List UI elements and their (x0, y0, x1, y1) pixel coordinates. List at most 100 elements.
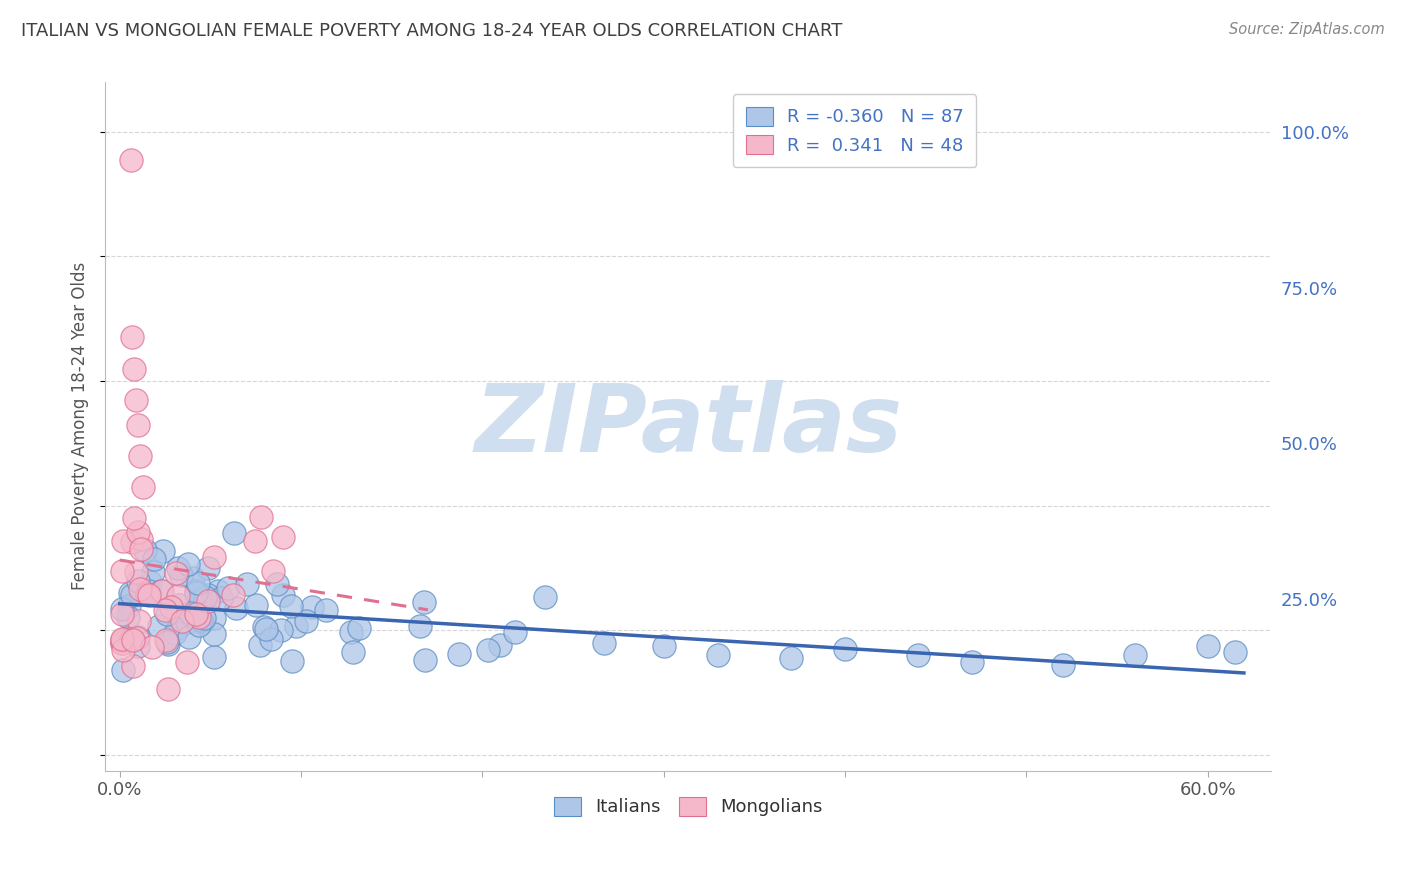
Point (127, 417, 149, 432)
Point (186, 586, 208, 600)
Point (193, 611, 215, 625)
Point (149, 584, 172, 599)
Point (122, 361, 145, 376)
Point (222, 526, 245, 541)
Text: ITALIAN VS MONGOLIAN FEMALE POVERTY AMONG 18-24 YEAR OLDS CORRELATION CHART: ITALIAN VS MONGOLIAN FEMALE POVERTY AMON… (21, 22, 842, 40)
Point (142, 551, 165, 566)
Point (110, 632, 132, 646)
Point (127, 524, 149, 539)
Point (122, 511, 145, 525)
Point (181, 571, 204, 585)
Point (187, 618, 209, 632)
Point (170, 614, 193, 628)
Point (134, 543, 156, 558)
Point (253, 620, 276, 634)
Point (202, 611, 225, 625)
Point (139, 574, 162, 589)
Point (127, 630, 149, 644)
Point (148, 618, 170, 632)
Point (121, 588, 143, 602)
Point (280, 599, 302, 614)
Point (342, 645, 364, 659)
Point (271, 589, 294, 603)
Point (409, 619, 432, 633)
Point (127, 631, 149, 645)
Point (187, 576, 209, 591)
Point (118, 599, 141, 614)
Point (153, 603, 176, 617)
Point (118, 586, 141, 600)
Point (127, 574, 149, 588)
Point (202, 627, 225, 641)
Point (122, 659, 145, 673)
Point (652, 639, 675, 653)
Point (960, 655, 983, 669)
Point (1052, 657, 1074, 672)
Point (169, 568, 191, 582)
Point (294, 615, 316, 629)
Y-axis label: Female Poverty Among 18-24 Year Olds: Female Poverty Among 18-24 Year Olds (72, 262, 89, 591)
Point (167, 561, 190, 575)
Legend: Italians, Mongolians: Italians, Mongolians (547, 789, 830, 823)
Point (155, 632, 177, 647)
Point (202, 550, 225, 565)
Point (202, 649, 225, 664)
Point (176, 615, 198, 630)
Point (271, 530, 294, 544)
Point (190, 613, 212, 627)
Point (236, 577, 259, 591)
Point (534, 590, 557, 604)
Point (250, 510, 273, 524)
Point (138, 588, 160, 602)
Point (179, 630, 201, 644)
Point (121, 534, 143, 549)
Point (112, 642, 135, 657)
Text: Source: ZipAtlas.com: Source: ZipAtlas.com (1229, 22, 1385, 37)
Point (245, 598, 267, 612)
Point (413, 653, 436, 667)
Text: ZIPatlas: ZIPatlas (474, 380, 903, 472)
Point (165, 566, 187, 581)
Point (280, 655, 302, 669)
Point (117, 610, 139, 624)
Point (115, 631, 138, 645)
Point (121, 633, 143, 648)
Point (1123, 648, 1146, 663)
Point (125, 566, 148, 580)
Point (449, 648, 471, 662)
Point (167, 598, 190, 612)
Point (197, 560, 219, 574)
Point (197, 594, 219, 608)
Point (110, 632, 132, 647)
Point (191, 615, 214, 629)
Point (166, 589, 188, 603)
Point (188, 592, 211, 607)
Point (111, 533, 134, 548)
Point (157, 682, 180, 697)
Point (209, 591, 232, 605)
Point (132, 480, 155, 494)
Point (222, 588, 245, 602)
Point (593, 636, 616, 650)
Point (254, 622, 277, 636)
Point (128, 449, 150, 463)
Point (779, 651, 801, 665)
Point (207, 583, 229, 598)
Point (489, 638, 512, 652)
Point (155, 634, 177, 648)
Point (111, 636, 134, 650)
Point (136, 587, 159, 601)
Point (194, 590, 217, 604)
Point (347, 621, 370, 635)
Point (160, 600, 183, 615)
Point (197, 588, 219, 602)
Point (217, 581, 239, 595)
Point (152, 544, 174, 558)
Point (177, 557, 200, 571)
Point (1197, 639, 1219, 653)
Point (120, 153, 142, 167)
Point (142, 565, 165, 579)
Point (179, 606, 201, 620)
Point (120, 632, 142, 647)
Point (301, 600, 323, 615)
